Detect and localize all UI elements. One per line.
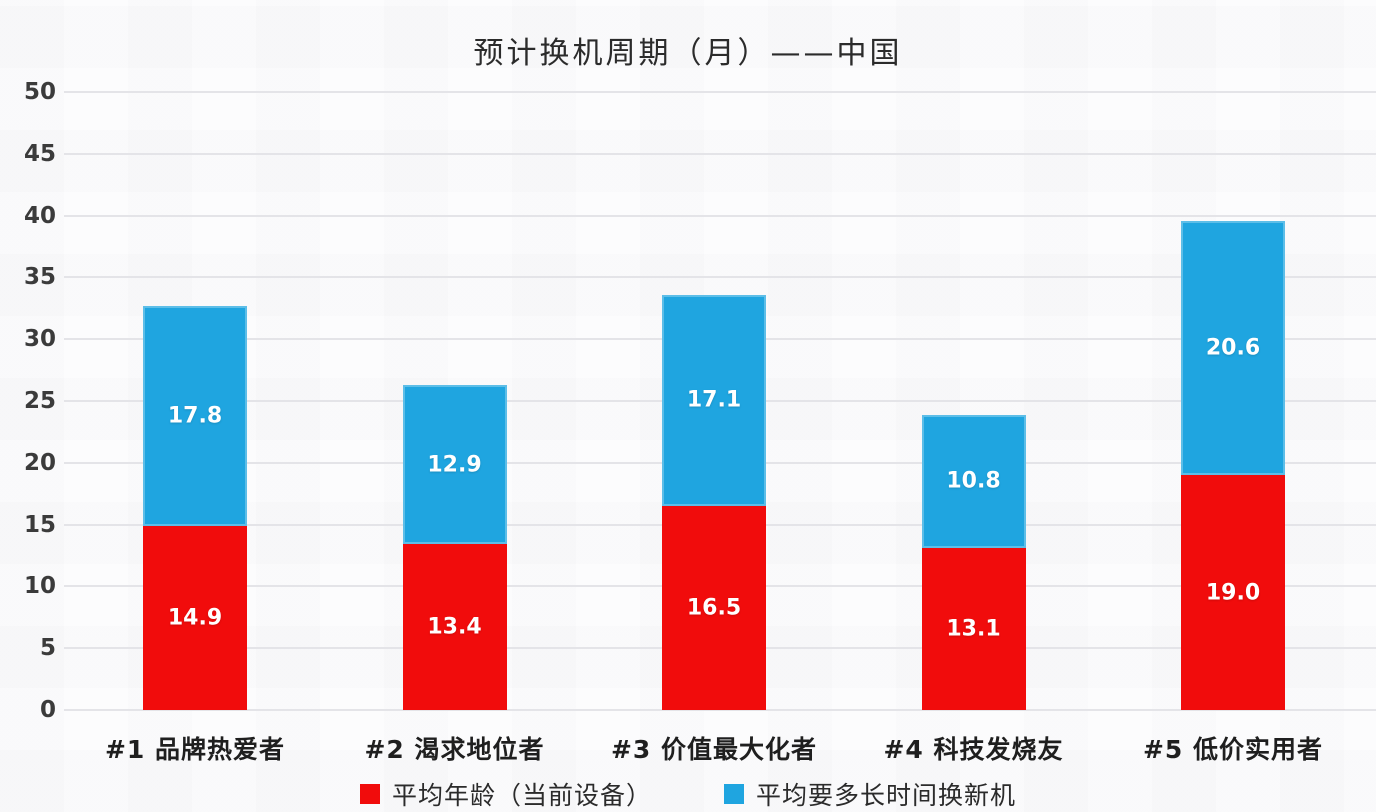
bar-segment-blue xyxy=(143,305,247,526)
bar-value-label: 17.1 xyxy=(686,387,742,413)
bar-column: 16.5 17.1 xyxy=(662,0,766,710)
gridline xyxy=(64,276,1376,279)
y-tick-label: 35 xyxy=(23,264,56,291)
legend-label: 平均要多长时间换新机 xyxy=(756,781,1017,810)
chart-title: 预计换机周期（月）——中国 xyxy=(473,36,903,71)
bar-column: 13.4 12.9 xyxy=(402,0,507,710)
red-legend-swatch-icon xyxy=(359,784,380,804)
y-tick-label: 10 xyxy=(23,573,56,600)
bar-value-label: 19.0 xyxy=(1205,580,1261,606)
legend: 平均年龄（当前设备） 平均要多长时间换新机 xyxy=(0,776,1376,812)
bar-segment-red xyxy=(402,544,507,710)
bar-value-label: 10.8 xyxy=(946,468,1001,494)
bar-value-label: 14.9 xyxy=(167,605,223,631)
y-tick-label: 40 xyxy=(23,202,56,229)
bar-segment-red xyxy=(1181,475,1285,710)
bar-segment-red xyxy=(662,506,766,710)
y-tick-label: 50 xyxy=(23,79,56,105)
y-tick-label: 0 xyxy=(39,697,56,723)
bar-segment-blue xyxy=(1181,220,1285,476)
gridline xyxy=(64,91,1376,93)
bar-value-label: 16.5 xyxy=(686,595,742,621)
gridline xyxy=(64,214,1376,217)
bar-value-label: 13.4 xyxy=(427,614,482,640)
bar-column: 13.1 10.8 xyxy=(921,0,1026,710)
category-label: #5 低价实用者 xyxy=(1142,735,1324,764)
y-tick-label: 25 xyxy=(23,388,56,414)
y-tick-label: 5 xyxy=(39,635,56,662)
bar-value-label: 17.8 xyxy=(167,403,223,429)
legend-label: 平均年龄（当前设备） xyxy=(391,781,652,810)
bar-segment-blue xyxy=(921,414,1026,549)
legend-item-time-until-replacement: 平均要多长时间换新机 xyxy=(724,776,1016,812)
bar-segment-blue xyxy=(402,384,507,545)
bar-segment-red xyxy=(143,525,247,710)
bar-value-label: 13.1 xyxy=(946,616,1001,642)
bar-column: 19.0 20.6 xyxy=(1181,0,1285,710)
y-tick-label: 15 xyxy=(23,511,56,538)
category-label: #3 价值最大化者 xyxy=(610,735,818,764)
bar-value-label: 20.6 xyxy=(1205,335,1261,361)
gridline xyxy=(64,152,1376,155)
bar-segment-red xyxy=(921,548,1026,710)
blue-legend-swatch-icon xyxy=(724,784,744,804)
gridline xyxy=(64,709,1376,711)
category-label: #4 科技发烧友 xyxy=(883,735,1064,764)
y-tick-label: 30 xyxy=(23,326,56,353)
y-tick-label: 20 xyxy=(23,449,56,476)
bar-column: 14.9 17.8 xyxy=(143,0,247,710)
legend-item-current-device-age: 平均年龄（当前设备） xyxy=(359,776,652,812)
category-label: #2 渴求地位者 xyxy=(364,735,545,764)
bar-segment-blue xyxy=(662,294,766,507)
category-label: #1 品牌热爱者 xyxy=(104,735,286,764)
bar-value-label: 12.9 xyxy=(427,452,482,478)
y-tick-label: 45 xyxy=(23,140,56,167)
